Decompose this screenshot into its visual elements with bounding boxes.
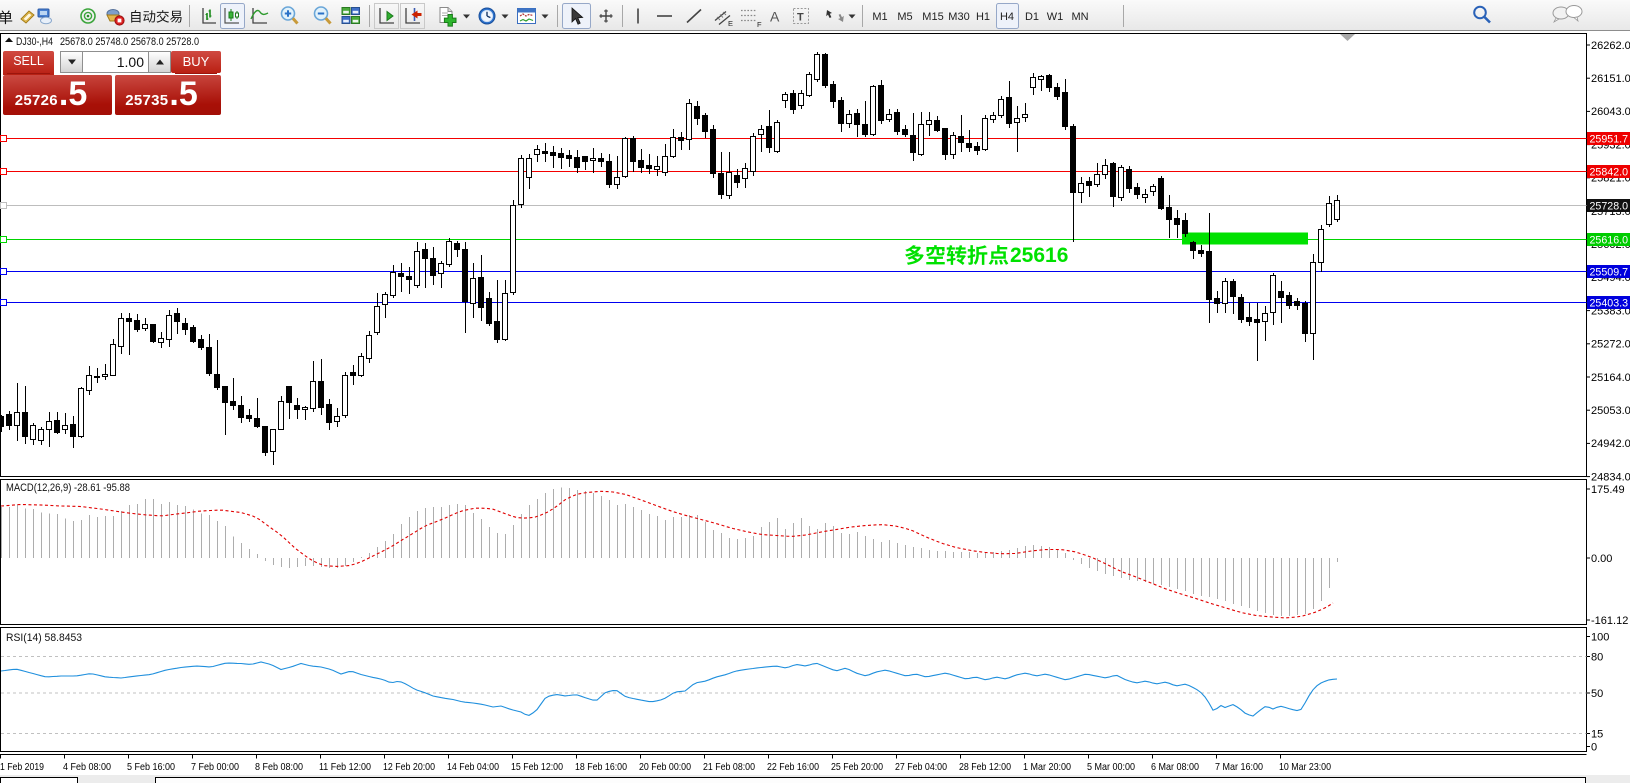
svg-text:5 Feb 16:00: 5 Feb 16:00: [127, 761, 175, 773]
svg-text:11 Feb 12:00: 11 Feb 12:00: [319, 761, 371, 773]
svg-text:24834.0: 24834.0: [1591, 471, 1630, 483]
svg-text:H1: H1: [976, 11, 990, 23]
svg-text:5 Mar 00:00: 5 Mar 00:00: [1087, 761, 1135, 773]
svg-text:A: A: [770, 9, 780, 25]
svg-text:14 Feb 04:00: 14 Feb 04:00: [447, 761, 499, 773]
svg-text:25053.0: 25053.0: [1591, 405, 1630, 417]
svg-text:H4: H4: [1000, 11, 1014, 23]
svg-text:4 Feb 08:00: 4 Feb 08:00: [63, 761, 111, 773]
svg-text:21 Feb 08:00: 21 Feb 08:00: [703, 761, 755, 773]
svg-text:0.00: 0.00: [1591, 553, 1612, 565]
svg-text:7 Mar 16:00: 7 Mar 16:00: [1215, 761, 1263, 773]
svg-text:15: 15: [1591, 728, 1603, 740]
svg-text:25509.7: 25509.7: [1590, 266, 1629, 278]
svg-text:25 Feb 20:00: 25 Feb 20:00: [831, 761, 883, 773]
svg-text:25616: 25616: [1010, 244, 1068, 267]
svg-text:50: 50: [1591, 688, 1603, 700]
svg-text:7 Feb 00:00: 7 Feb 00:00: [191, 761, 239, 773]
svg-text:6 Mar 08:00: 6 Mar 08:00: [1151, 761, 1199, 773]
svg-text:15 Feb 12:00: 15 Feb 12:00: [511, 761, 563, 773]
svg-text:25678.0 25748.0 25678.0 25728.: 25678.0 25748.0 25678.0 25728.0: [60, 36, 199, 48]
svg-text:-161.12: -161.12: [1591, 615, 1628, 627]
svg-text:26043.0: 26043.0: [1591, 106, 1630, 118]
svg-text:27 Feb 04:00: 27 Feb 04:00: [895, 761, 947, 773]
svg-text:25403.3: 25403.3: [1590, 297, 1629, 309]
svg-text:25272.0: 25272.0: [1591, 339, 1630, 351]
svg-text:175.49: 175.49: [1591, 484, 1625, 496]
svg-text:T: T: [797, 12, 804, 24]
svg-text:10 Mar 23:00: 10 Mar 23:00: [1279, 761, 1331, 773]
svg-text:80: 80: [1591, 651, 1603, 663]
svg-text:26262.0: 26262.0: [1591, 40, 1630, 52]
svg-text:M1: M1: [872, 11, 887, 23]
svg-text:0: 0: [1591, 741, 1597, 753]
svg-text:100: 100: [1591, 631, 1609, 643]
svg-text:22 Feb 16:00: 22 Feb 16:00: [767, 761, 819, 773]
svg-text:M30: M30: [948, 11, 969, 23]
svg-text:25728.0: 25728.0: [1590, 200, 1629, 212]
svg-text:F: F: [757, 20, 762, 29]
svg-text:E: E: [728, 19, 733, 28]
svg-text:20 Feb 00:00: 20 Feb 00:00: [639, 761, 691, 773]
svg-text:12 Feb 20:00: 12 Feb 20:00: [383, 761, 435, 773]
svg-text:DJ30-,H4: DJ30-,H4: [16, 36, 53, 48]
svg-text:M5: M5: [897, 11, 912, 23]
svg-text:1 Feb 2019: 1 Feb 2019: [0, 761, 44, 773]
svg-text:26151.0: 26151.0: [1591, 73, 1630, 85]
svg-text:MACD(12,26,9) -28.61 -95.88: MACD(12,26,9) -28.61 -95.88: [6, 482, 130, 494]
svg-text:8 Feb 08:00: 8 Feb 08:00: [255, 761, 303, 773]
svg-text:RSI(14) 58.8453: RSI(14) 58.8453: [6, 632, 82, 644]
svg-text:M15: M15: [922, 11, 943, 23]
svg-text:25951.7: 25951.7: [1590, 133, 1629, 145]
svg-text:MN: MN: [1071, 11, 1088, 23]
svg-text:28 Feb 12:00: 28 Feb 12:00: [959, 761, 1011, 773]
svg-text:D1: D1: [1025, 11, 1039, 23]
svg-text:25842.0: 25842.0: [1590, 166, 1629, 178]
svg-text:25164.0: 25164.0: [1591, 372, 1630, 384]
svg-text:W1: W1: [1047, 11, 1064, 23]
svg-text:24942.0: 24942.0: [1591, 438, 1630, 450]
svg-text:1 Mar 20:00: 1 Mar 20:00: [1023, 761, 1071, 773]
svg-text:18 Feb 16:00: 18 Feb 16:00: [575, 761, 627, 773]
svg-text:25616.0: 25616.0: [1590, 234, 1629, 246]
